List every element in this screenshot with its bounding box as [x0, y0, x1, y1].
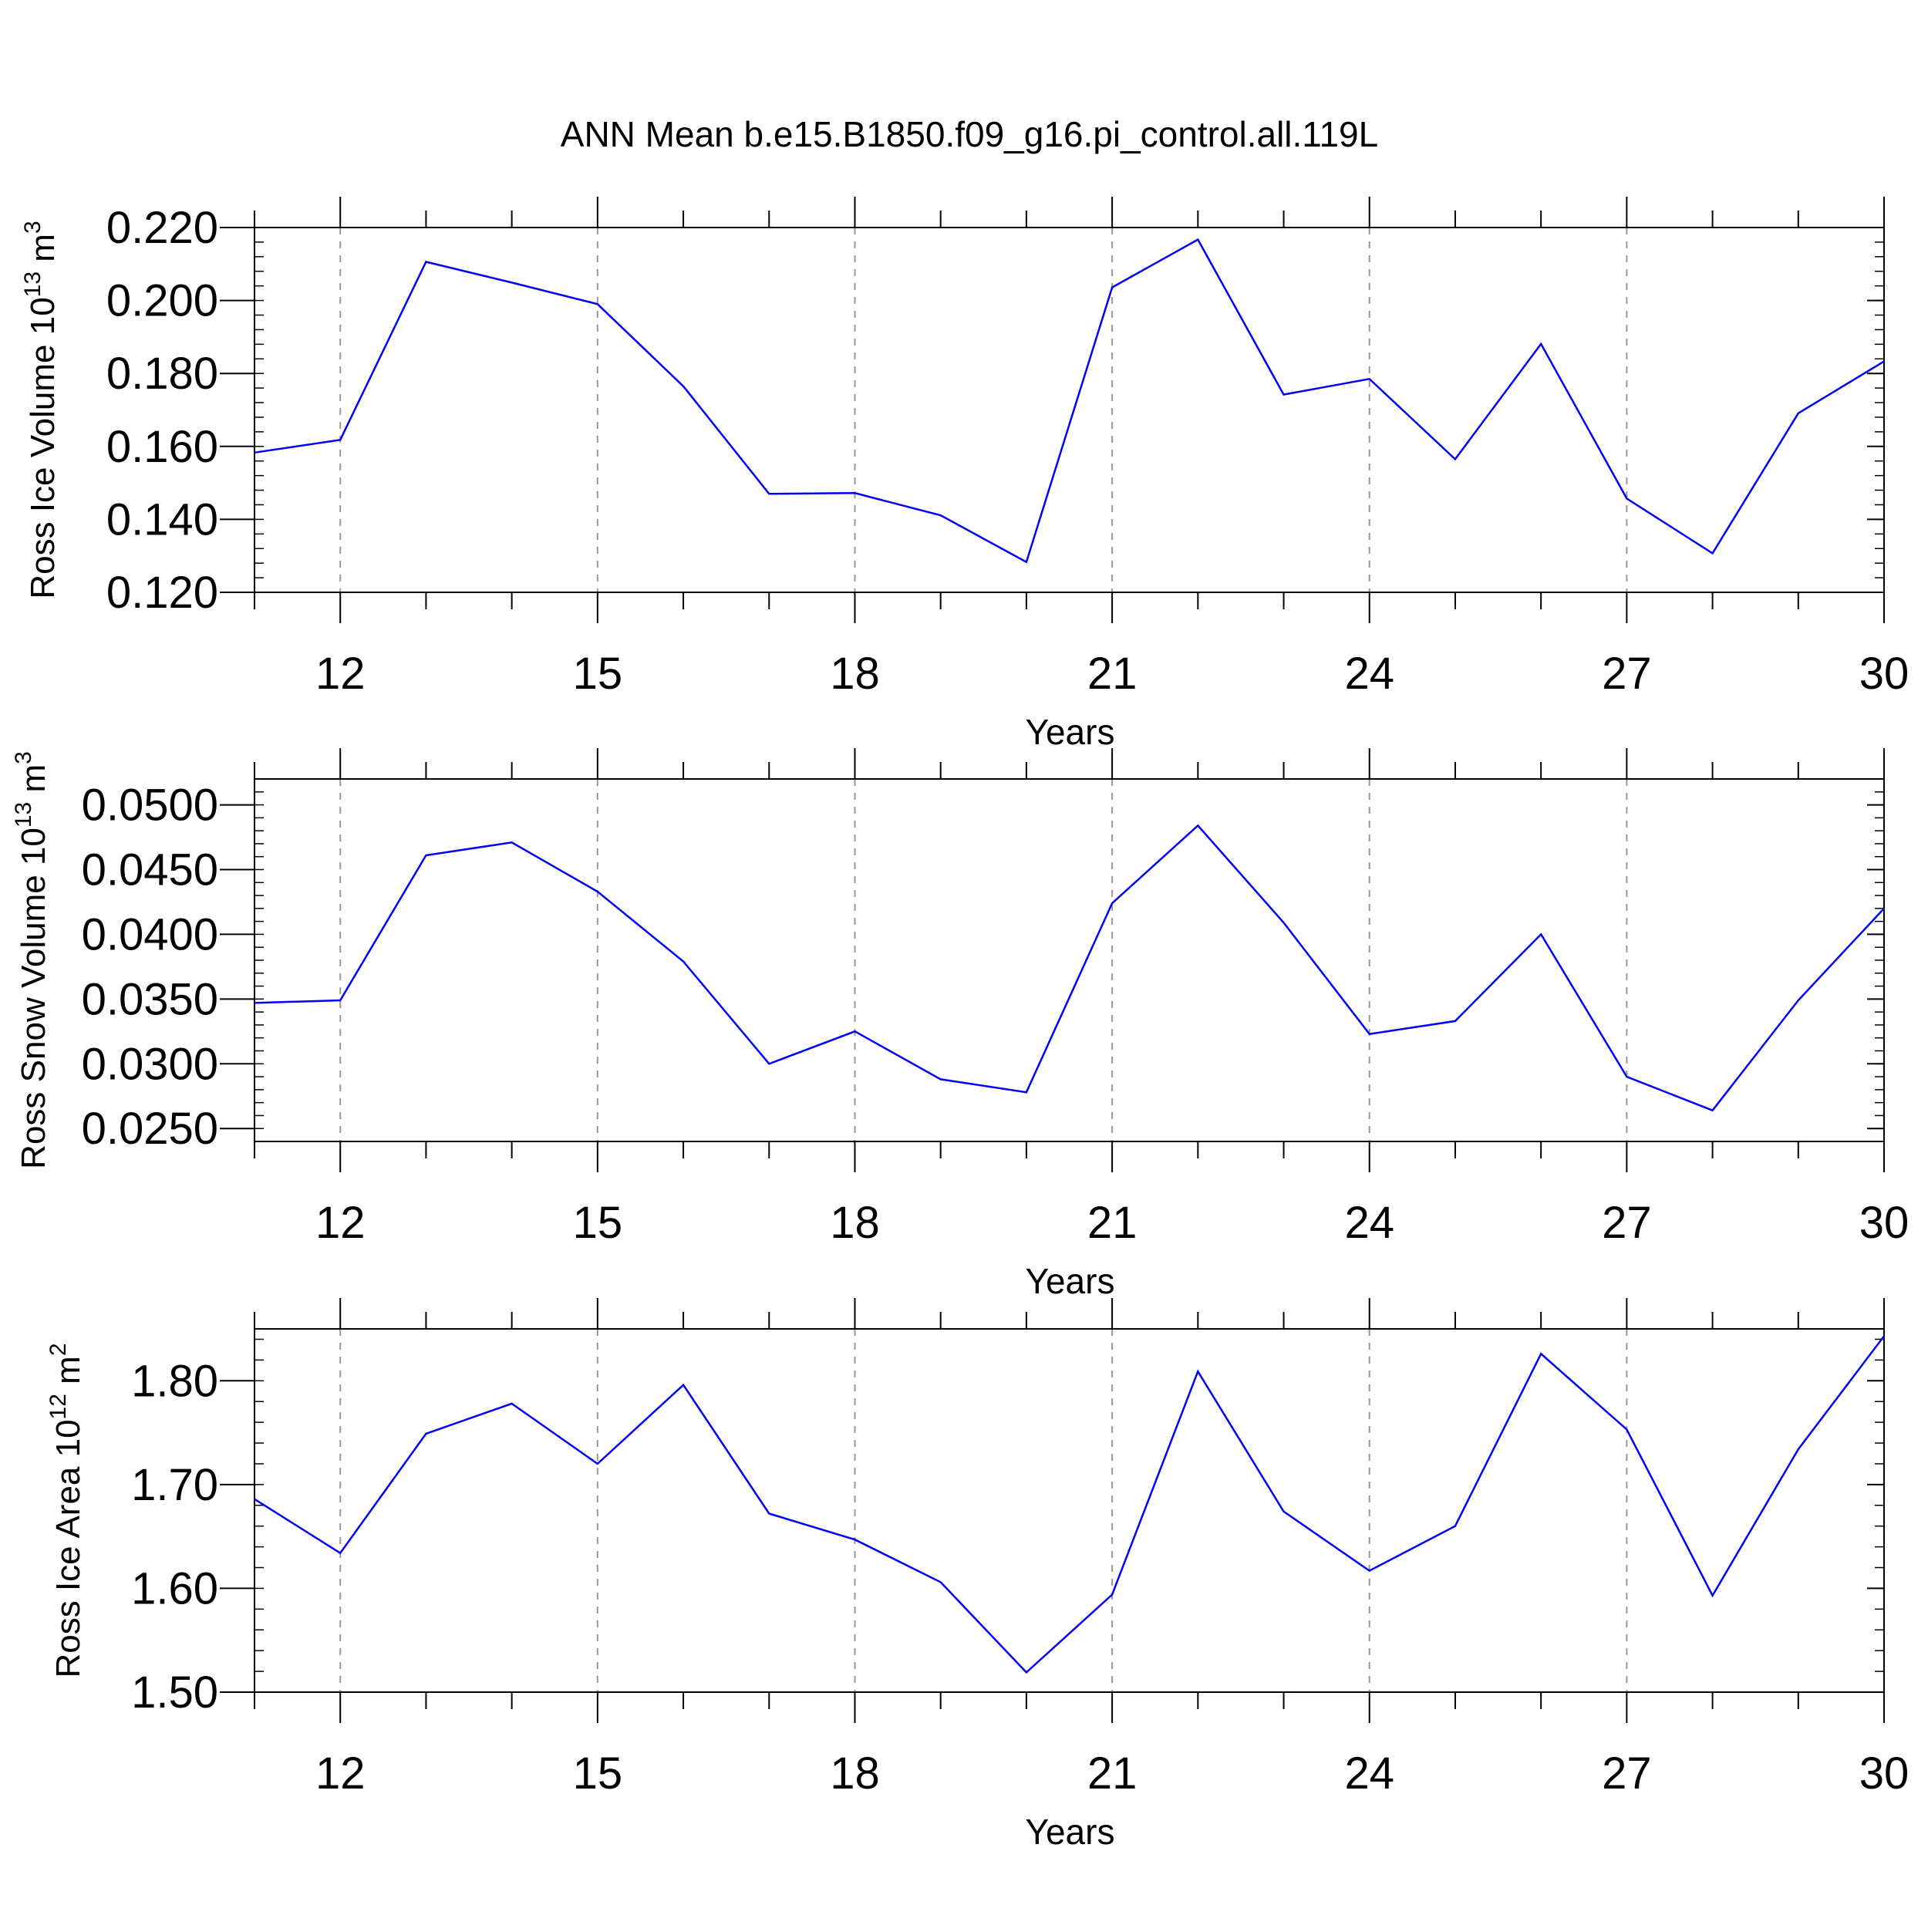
series-line [254, 1336, 1884, 1672]
y-tick-label: 0.0300 [82, 1039, 218, 1089]
chart-panel-3: 1.50 1.60 1.70 1.80 12 15 18 21 24 27 30 Years Ross … [46, 1298, 1909, 1852]
y-tick-label: 0.0450 [82, 845, 218, 895]
y-tick-label: 1.80 [131, 1356, 218, 1406]
y-tick-label: 0.0400 [82, 909, 218, 959]
y-tick-label: 0.140 [106, 494, 218, 545]
x-tick-label: 27 [1602, 1748, 1652, 1799]
x-tick-label: 18 [830, 649, 880, 699]
x-tick-label: 30 [1859, 1198, 1909, 1248]
x-tick-label: 21 [1087, 1198, 1138, 1248]
x-tick-label: 12 [315, 1748, 366, 1799]
y-tick-label: 0.0500 [82, 781, 218, 831]
y-axis-label: Ross Ice Area 1012 m2 [46, 1343, 87, 1677]
x-tick-label: 24 [1344, 649, 1394, 699]
plot-frame [254, 228, 1884, 592]
x-tick-label: 15 [573, 1198, 623, 1248]
y-axis-label: Ross Snow Volume 1013 m3 [11, 751, 52, 1169]
y-tick-label: 0.0250 [82, 1104, 218, 1154]
x-tick-label: 30 [1859, 649, 1909, 699]
series-line [254, 825, 1884, 1110]
y-tick-label: 1.60 [131, 1563, 218, 1613]
x-tick-label: 15 [573, 649, 623, 699]
x-tick-label: 27 [1602, 649, 1652, 699]
x-tick-label: 21 [1087, 1748, 1138, 1799]
plot-frame [254, 1329, 1884, 1692]
x-tick-label: 30 [1859, 1748, 1909, 1799]
x-tick-label: 12 [315, 1198, 366, 1248]
x-tick-label: 12 [315, 649, 366, 699]
chart-panel-2: 0.0250 0.0300 0.0350 0.0400 0.0450 0.0500 12 15… [11, 748, 1909, 1301]
y-tick-label: 0.180 [106, 349, 218, 399]
x-tick-label: 27 [1602, 1198, 1652, 1248]
y-tick-label: 0.220 [106, 203, 218, 253]
x-axis-label: Years [1026, 712, 1115, 752]
x-tick-label: 24 [1344, 1198, 1394, 1248]
y-tick-label: 1.50 [131, 1667, 218, 1718]
x-axis-label: Years [1026, 1812, 1115, 1852]
y-tick-label: 0.200 [106, 276, 218, 326]
y-tick-label: 0.0350 [82, 974, 218, 1024]
series-line [254, 240, 1884, 562]
y-tick-label: 1.70 [131, 1460, 218, 1510]
x-tick-label: 24 [1344, 1748, 1394, 1799]
y-axis-label: Ross Ice Volume 1013 m3 [20, 221, 62, 598]
x-axis-label: Years [1026, 1261, 1115, 1301]
plot-frame [254, 779, 1884, 1141]
y-tick-label: 0.120 [106, 568, 218, 618]
x-tick-label: 18 [830, 1198, 880, 1248]
y-tick-label: 0.160 [106, 422, 218, 472]
x-tick-label: 18 [830, 1748, 880, 1799]
chart-title: ANN Mean b.e15.B1850.f09_g16.pi_control.… [561, 114, 1378, 154]
chart-panel-1: 0.120 0.140 0.160 0.180 0.200 0.220 12 15 18 21 24… [20, 197, 1909, 752]
x-tick-label: 15 [573, 1748, 623, 1799]
x-tick-label: 21 [1087, 649, 1138, 699]
